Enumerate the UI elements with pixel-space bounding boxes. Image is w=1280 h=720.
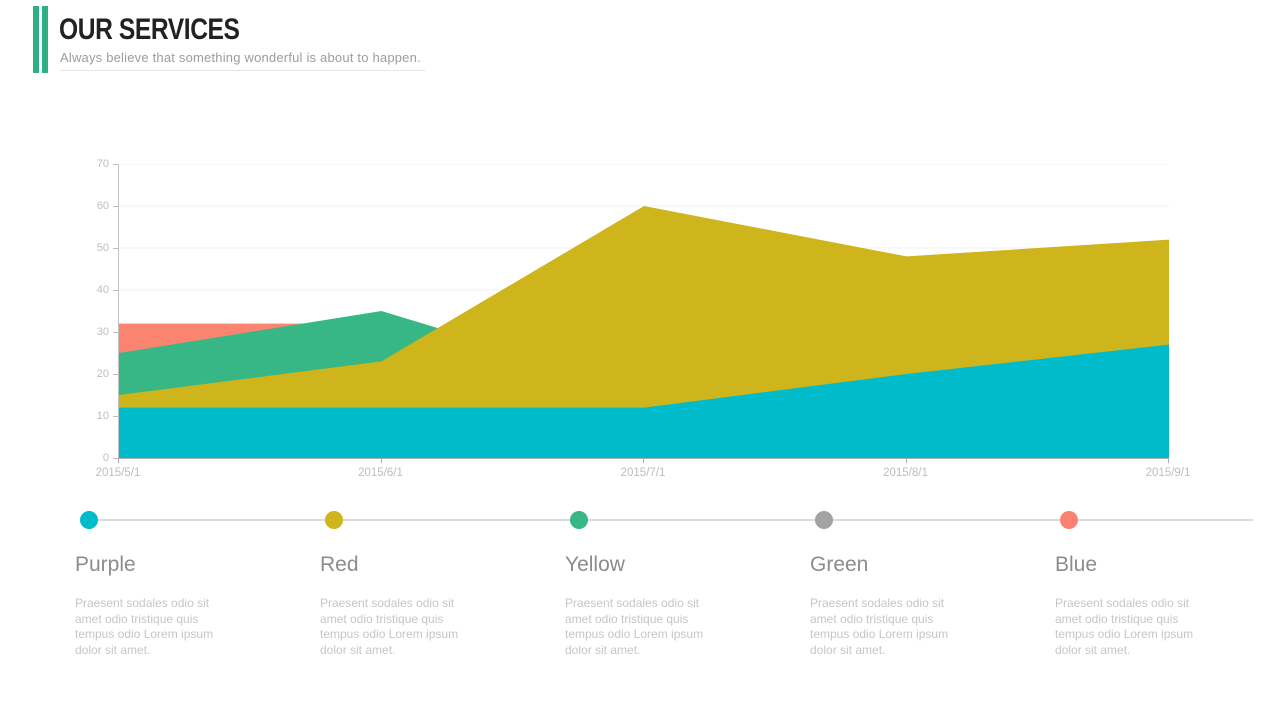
y-axis-tick-label: 0 bbox=[102, 452, 109, 464]
x-axis-tick-label: 2015/6/1 bbox=[358, 467, 403, 479]
timeline-line bbox=[89, 519, 1253, 521]
x-axis-tick-label: 2015/7/1 bbox=[620, 467, 666, 479]
legend-column-description: Praesent sodales odio sit amet odio tris… bbox=[565, 596, 704, 657]
x-axis-tick bbox=[905, 459, 907, 463]
x-axis-tick bbox=[380, 459, 382, 463]
timeline-dot-blue bbox=[1060, 511, 1078, 529]
legend-column-description: Praesent sodales odio sit amet odio tris… bbox=[320, 596, 459, 657]
timeline-dot-yellow bbox=[570, 511, 588, 529]
x-axis-tick-label: 2015/9/1 bbox=[1145, 467, 1191, 479]
y-axis-tick bbox=[113, 416, 118, 417]
plot-area bbox=[118, 164, 1169, 459]
legend-column-title: Yellow bbox=[565, 553, 625, 576]
y-axis-tick bbox=[113, 248, 118, 249]
y-axis-tick-label: 20 bbox=[96, 368, 109, 380]
accent-bar-icon bbox=[42, 6, 48, 73]
subtitle-underline bbox=[60, 70, 425, 71]
y-axis-tick-label: 40 bbox=[96, 284, 109, 296]
legend-column-title: Green bbox=[810, 553, 869, 576]
accent-bar-icon bbox=[33, 6, 39, 73]
y-axis-tick bbox=[113, 458, 118, 459]
area-series-cyan bbox=[119, 344, 1169, 458]
page-title: OUR SERVICES bbox=[59, 13, 240, 46]
legend-column-title: Blue bbox=[1055, 553, 1098, 576]
x-axis-tick-label: 2015/8/1 bbox=[883, 467, 928, 479]
legend-column-description: Praesent sodales odio sit amet odio tris… bbox=[810, 596, 949, 657]
y-axis-tick bbox=[113, 290, 118, 291]
y-axis-tick-label: 50 bbox=[96, 242, 109, 254]
y-axis-tick-label: 60 bbox=[96, 200, 109, 212]
timeline-dot-green bbox=[815, 511, 833, 529]
y-axis-tick-label: 30 bbox=[96, 326, 109, 338]
legend-column-red: Red Praesent sodales odio sit amet odio t… bbox=[320, 553, 495, 658]
legend-column-purple: Purple Praesent sodales odio sit amet odi… bbox=[75, 553, 250, 658]
timeline-dot-purple bbox=[80, 511, 98, 529]
y-axis-tick bbox=[113, 332, 118, 333]
y-axis-tick bbox=[113, 374, 118, 375]
legend-column-description: Praesent sodales odio sit amet odio tris… bbox=[75, 596, 214, 657]
y-axis-tick bbox=[113, 206, 118, 207]
y-axis-tick-label: 10 bbox=[96, 410, 109, 422]
x-axis-tick-label: 2015/5/1 bbox=[95, 467, 141, 479]
legend-column-blue: Blue Praesent sodales odio sit amet odio … bbox=[1055, 553, 1230, 658]
x-axis-tick bbox=[643, 459, 644, 463]
x-axis-tick bbox=[118, 459, 119, 463]
legend-column-title: Purple bbox=[75, 553, 136, 576]
timeline-dot-red bbox=[325, 511, 343, 529]
legend-column-yellow: Yellow Praesent sodales odio sit amet odi… bbox=[565, 553, 740, 658]
x-axis-tick bbox=[1168, 459, 1169, 463]
y-axis-tick-label: 70 bbox=[96, 158, 109, 170]
y-axis-tick bbox=[113, 164, 118, 165]
legend-column-title: Red bbox=[320, 553, 359, 576]
legend-column-description: Praesent sodales odio sit amet odio tris… bbox=[1055, 596, 1194, 657]
chart-canvas bbox=[119, 164, 1169, 458]
legend-column-green: Green Praesent sodales odio sit amet odio… bbox=[810, 553, 985, 658]
page-subtitle: Always believe that something wonderful … bbox=[60, 50, 421, 65]
